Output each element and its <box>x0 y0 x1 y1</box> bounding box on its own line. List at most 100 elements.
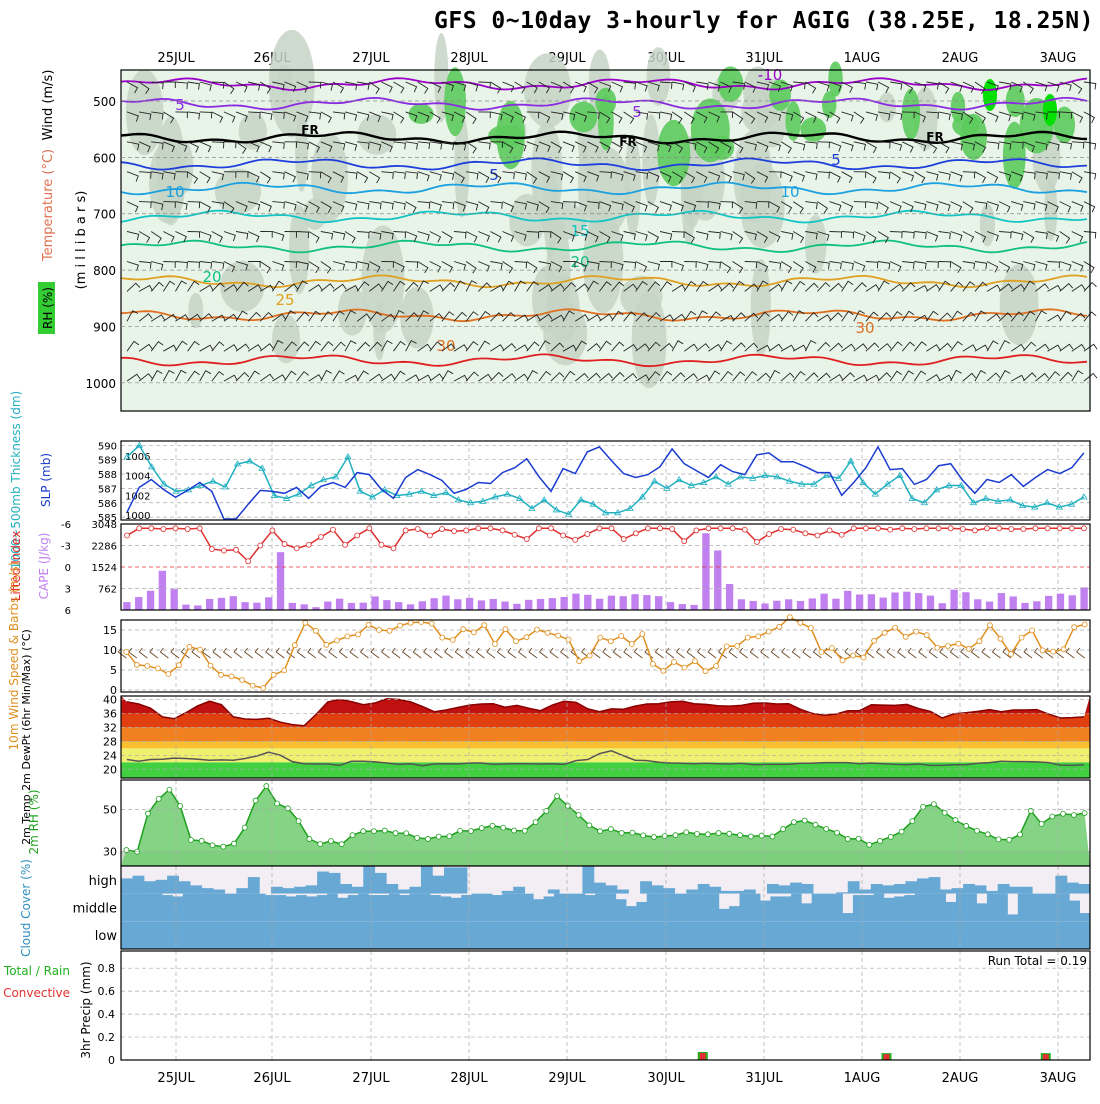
wind-barb <box>853 261 866 272</box>
rh-line-point <box>844 836 851 842</box>
cape-bar <box>595 598 604 610</box>
wind-speed-point <box>407 619 414 626</box>
wind-barb <box>151 261 164 271</box>
cloud-bar <box>677 893 689 922</box>
wind-barb <box>683 373 698 382</box>
wind-barb <box>647 281 661 292</box>
wind-barb <box>1035 343 1050 352</box>
cloud-bar <box>883 897 895 922</box>
cloud-bar <box>697 883 710 894</box>
cloud-bar <box>513 886 526 894</box>
cloud-bar <box>995 921 1008 949</box>
lifted-index-point <box>511 531 518 538</box>
cape-bar <box>926 595 935 610</box>
wind-speed-point <box>470 629 477 636</box>
surface-wind-barb <box>781 647 791 659</box>
rh-shading <box>125 29 1076 389</box>
wind-barb <box>405 339 417 352</box>
cape-bar <box>832 598 840 610</box>
wind-speed-point <box>1029 627 1035 634</box>
cloud-bar <box>430 895 441 922</box>
wind-barb <box>575 141 587 153</box>
cloud-bar <box>399 895 410 922</box>
lifted-index-point <box>330 526 336 533</box>
cloud-bar <box>711 921 724 949</box>
wind-barb <box>974 111 986 124</box>
rh-line-point <box>1049 813 1056 820</box>
wind-barb <box>684 141 697 151</box>
wind-barb <box>453 261 467 271</box>
lifted-index-point <box>1081 525 1087 532</box>
lifted-index-point <box>802 530 809 537</box>
cloud-bar <box>306 896 318 922</box>
cape-bar <box>276 552 285 610</box>
wind-barb <box>877 111 891 120</box>
cloud-bar <box>841 921 854 949</box>
wind-barb <box>768 283 783 292</box>
cloud-bar <box>687 893 699 922</box>
rh-line-point <box>898 828 905 835</box>
wind-barb <box>829 342 843 352</box>
wind-barb <box>405 201 417 214</box>
wind-barb <box>175 369 187 382</box>
wind-barb <box>284 111 297 122</box>
wind-barb <box>223 231 236 242</box>
wind-barb <box>441 141 455 151</box>
wind-barb <box>817 171 830 179</box>
wind-barb <box>393 340 406 352</box>
wind-barb <box>562 171 575 184</box>
wind-speed-point <box>987 622 993 629</box>
wind-barb <box>574 372 589 382</box>
wind-barb <box>744 231 757 241</box>
wind-barb <box>732 81 746 90</box>
wind-barb <box>671 261 684 272</box>
rh-line-point <box>963 823 970 829</box>
cloud-bar <box>172 896 184 922</box>
thickness-line-point <box>712 473 720 480</box>
wind-barb <box>974 81 986 95</box>
cloud-bar <box>847 881 860 894</box>
wind-barb <box>647 81 660 92</box>
temp-tick: 32 <box>103 721 117 734</box>
wind-barb <box>1059 343 1074 352</box>
cloud-bar <box>1055 875 1068 894</box>
cloud-bar <box>523 893 534 922</box>
wind-barb <box>962 201 974 214</box>
precip-tick: 0 <box>108 1054 115 1067</box>
cape-tick: 1524 <box>92 563 117 574</box>
wind-barb <box>720 231 733 241</box>
wind-barb <box>199 171 211 184</box>
surface-wind-barb <box>475 647 485 659</box>
rh-line-point <box>284 805 291 812</box>
wind-barb <box>683 231 696 244</box>
date-label-top: 28JUL <box>450 51 488 66</box>
thickness-line-point <box>883 480 892 487</box>
wind-barb <box>1023 111 1036 121</box>
wind-barb <box>853 231 866 242</box>
wind-barb <box>998 261 1011 273</box>
wind-barb <box>599 261 612 269</box>
wind-barb <box>320 81 333 91</box>
surface-wind-barb <box>254 647 264 659</box>
surface-wind-barb <box>791 647 801 659</box>
wind-barb <box>211 370 225 382</box>
wind-barb <box>926 111 939 119</box>
cloud-bar <box>428 921 441 949</box>
surface-wind-barb <box>1012 647 1022 659</box>
wind-barb <box>199 370 212 382</box>
thickness-line-point <box>626 504 634 511</box>
wind-speed-point <box>218 671 224 678</box>
wind-barb <box>974 201 988 210</box>
wind-barb <box>696 343 710 352</box>
wind-axis-label: Wind (m/s) <box>41 70 56 141</box>
wind-barb <box>938 141 950 154</box>
upper-wind-barbs <box>126 81 1098 382</box>
wind-barb <box>490 171 502 184</box>
cloud-bar <box>389 893 400 922</box>
wind-barb <box>248 111 261 119</box>
rh-line-point <box>338 841 345 848</box>
wind-barb <box>259 171 272 184</box>
wind-barb <box>611 341 625 352</box>
wind-barb <box>962 81 975 93</box>
wind-barb <box>453 111 466 123</box>
